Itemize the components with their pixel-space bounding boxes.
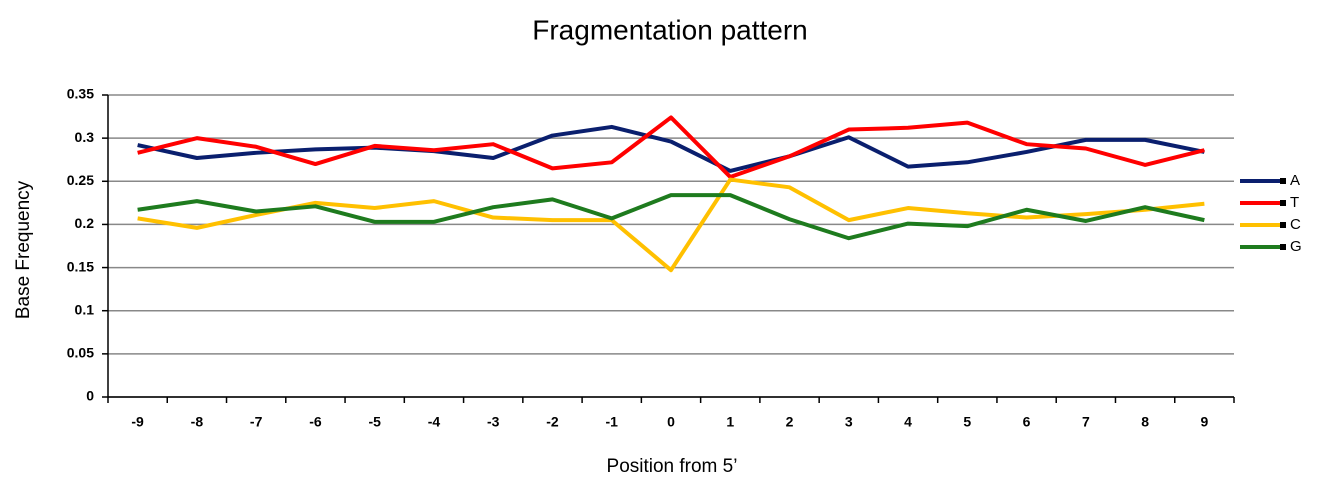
x-tick-label: 0 [667,414,675,430]
legend-label: C [1290,216,1301,233]
y-tick-label: 0.3 [75,129,95,145]
x-tick-label: -5 [368,414,381,430]
x-tick-label: -4 [428,414,441,430]
data-line [137,193,1205,241]
x-tick-label: -6 [309,414,322,430]
legend-label: G [1290,238,1302,255]
x-tick-label: 5 [963,414,971,430]
x-tick-label: 1 [726,414,734,430]
y-tick-label: 0.25 [67,172,94,188]
legend-marker [1280,178,1286,184]
data-line [137,115,1205,179]
y-tick-label: 0.35 [67,86,94,102]
y-tick-label: 0 [86,388,94,404]
y-axis-label: Base Frequency [13,180,34,319]
x-tick-label: 6 [1023,414,1031,430]
x-tick-label: -1 [606,414,619,430]
x-tick-label: -3 [487,414,500,430]
x-tick-label: -7 [250,414,263,430]
x-tick-label: 7 [1082,414,1090,430]
legend-label: T [1290,194,1299,211]
legend-marker [1280,244,1286,250]
x-tick-label: -9 [131,414,144,430]
y-tick-label: 0.2 [75,215,95,231]
x-tick-label: 3 [845,414,853,430]
data-line [137,124,1205,173]
legend-label: A [1290,172,1300,189]
x-tick-label: 4 [904,414,912,430]
chart-title: Fragmentation pattern [532,14,808,45]
data-line [137,177,1205,273]
y-tick-label: 0.1 [75,301,95,317]
x-tick-label: 2 [786,414,794,430]
legend-marker [1280,222,1286,228]
x-tick-label: -8 [191,414,204,430]
y-tick-label: 0.15 [67,258,94,274]
x-tick-label: 8 [1141,414,1149,430]
legend-marker [1280,200,1286,206]
x-tick-label: -2 [546,414,559,430]
x-axis-label: Position from 5’ [607,456,738,477]
y-tick-label: 0.05 [67,345,94,361]
x-tick-label: 9 [1200,414,1208,430]
